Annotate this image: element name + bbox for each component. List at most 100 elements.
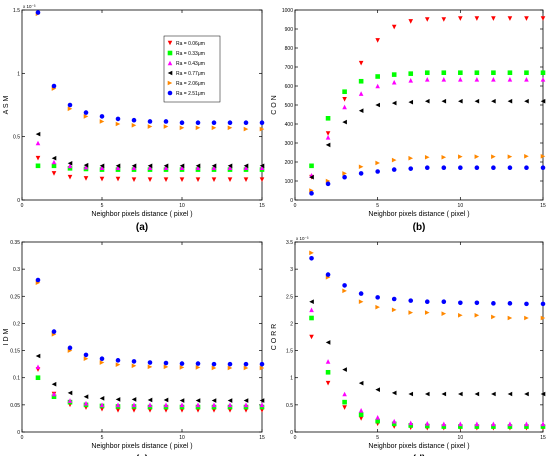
data-point — [424, 98, 430, 104]
data-point — [458, 154, 463, 159]
y-tick-label: 0.15 — [10, 349, 20, 355]
x-axis-label: Neighbor pixels distance ( pixel ) — [91, 443, 192, 450]
data-point — [507, 315, 513, 321]
legend-entry: Ra = 2.51μm — [176, 91, 205, 97]
data-point — [163, 364, 169, 370]
data-point — [458, 424, 463, 429]
data-point — [35, 155, 41, 161]
data-point — [358, 416, 364, 421]
data-point — [131, 165, 137, 170]
x-axis-label: Neighbor pixels distance ( pixel ) — [368, 211, 469, 218]
data-point — [358, 91, 364, 96]
data-point — [309, 315, 314, 321]
data-point — [441, 421, 447, 427]
y-tick-label: 0.05 — [10, 403, 20, 409]
y-tick-label: 1.5 — [286, 349, 293, 355]
legend-box — [163, 35, 221, 103]
data-point — [342, 391, 347, 397]
data-point — [325, 135, 331, 140]
data-point — [259, 398, 265, 403]
panel-d: 0 0.5 1 1.5 2 2.5 3 3.5 0 5 10 15 x 10⁻³ Neighbor pix… — [271, 236, 546, 456]
data-point — [309, 255, 314, 261]
data-point — [391, 390, 397, 396]
data-point — [195, 398, 201, 403]
data-point — [211, 365, 217, 371]
data-point — [474, 424, 480, 429]
data-point — [35, 131, 41, 137]
data-point — [507, 77, 513, 82]
data-point — [375, 74, 380, 79]
y-tick-label: 0.3 — [13, 267, 20, 273]
data-point — [147, 119, 153, 124]
data-point — [424, 154, 430, 160]
data-point — [309, 163, 314, 169]
data-point — [99, 176, 105, 182]
data-point — [408, 391, 414, 397]
data-point — [227, 402, 233, 408]
data-point — [131, 177, 137, 183]
data-point — [491, 314, 496, 320]
series-5 — [35, 11, 265, 132]
data-point — [441, 311, 447, 316]
data-point — [540, 16, 546, 21]
data-point — [540, 165, 546, 170]
data-point — [325, 369, 331, 375]
data-point — [163, 119, 169, 124]
data-point — [342, 119, 347, 125]
data-point — [163, 163, 169, 169]
data-point — [83, 352, 89, 358]
data-point — [83, 164, 89, 170]
data-point — [507, 98, 513, 104]
data-point — [163, 402, 169, 408]
data-point — [540, 70, 546, 75]
data-point — [243, 126, 249, 132]
data-point — [259, 361, 265, 367]
legend-marker — [167, 60, 173, 66]
data-point — [35, 277, 41, 283]
data-point — [474, 70, 480, 75]
data-point — [408, 298, 414, 303]
data-point — [259, 126, 265, 132]
series-5 — [309, 250, 546, 321]
data-point — [179, 177, 185, 183]
y-tick-label: 0.1 — [13, 376, 20, 382]
x-tick-label: 10 — [179, 435, 185, 441]
data-point — [391, 157, 397, 163]
y-tick-label: 0.25 — [10, 294, 20, 300]
data-point — [491, 154, 496, 159]
data-point — [375, 38, 380, 43]
data-point — [391, 418, 397, 424]
data-point — [227, 120, 233, 126]
data-point — [474, 300, 480, 306]
series-6 — [309, 165, 546, 196]
data-point — [524, 70, 529, 75]
data-point — [458, 165, 463, 170]
series-6 — [35, 10, 265, 126]
data-point — [211, 165, 217, 170]
data-point — [195, 125, 201, 131]
legend-entry: Ra = 0.33μm — [176, 51, 205, 57]
data-point — [67, 163, 73, 169]
y-tick-label: 0.35 — [10, 240, 20, 246]
plot-frame — [21, 9, 263, 201]
data-point — [115, 358, 121, 363]
x-tick-label: 15 — [540, 435, 546, 441]
plot-frame — [21, 241, 263, 433]
x-tick-label: 10 — [458, 203, 464, 209]
data-point — [195, 365, 201, 370]
data-point — [358, 164, 364, 170]
data-point — [179, 361, 185, 366]
x-tick-label: 5 — [101, 203, 104, 209]
panel-label: (c) — [136, 454, 148, 456]
data-point — [325, 380, 331, 386]
data-point — [325, 340, 331, 345]
data-point — [540, 98, 546, 104]
data-point — [325, 272, 331, 277]
series-3 — [309, 307, 546, 427]
data-point — [35, 10, 41, 15]
data-point — [474, 312, 480, 318]
data-point — [507, 391, 513, 397]
data-point — [458, 300, 463, 306]
data-point — [35, 163, 41, 169]
data-point — [131, 407, 137, 413]
